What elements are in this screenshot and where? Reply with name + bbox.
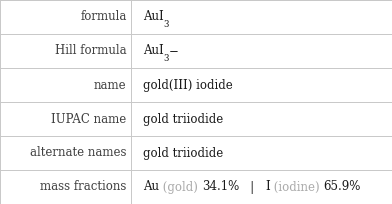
Text: name: name bbox=[94, 79, 127, 92]
Text: 3: 3 bbox=[164, 54, 169, 63]
Text: alternate names: alternate names bbox=[30, 146, 127, 160]
Text: mass fractions: mass fractions bbox=[40, 181, 127, 194]
Text: AuI: AuI bbox=[143, 10, 164, 23]
Text: IUPAC name: IUPAC name bbox=[51, 112, 127, 125]
Text: −: − bbox=[169, 44, 179, 58]
Text: Au: Au bbox=[143, 181, 159, 194]
Text: |: | bbox=[239, 181, 265, 194]
Text: I: I bbox=[265, 181, 270, 194]
Text: (iodine): (iodine) bbox=[270, 181, 323, 194]
Text: gold triiodide: gold triiodide bbox=[143, 112, 223, 125]
Text: (gold): (gold) bbox=[159, 181, 202, 194]
Text: Hill formula: Hill formula bbox=[55, 44, 127, 58]
Text: formula: formula bbox=[80, 10, 127, 23]
Text: gold triiodide: gold triiodide bbox=[143, 146, 223, 160]
Text: AuI: AuI bbox=[143, 44, 164, 58]
Text: 34.1%: 34.1% bbox=[202, 181, 239, 194]
Text: gold(III) iodide: gold(III) iodide bbox=[143, 79, 233, 92]
Text: 65.9%: 65.9% bbox=[323, 181, 361, 194]
Text: 3: 3 bbox=[164, 20, 169, 29]
